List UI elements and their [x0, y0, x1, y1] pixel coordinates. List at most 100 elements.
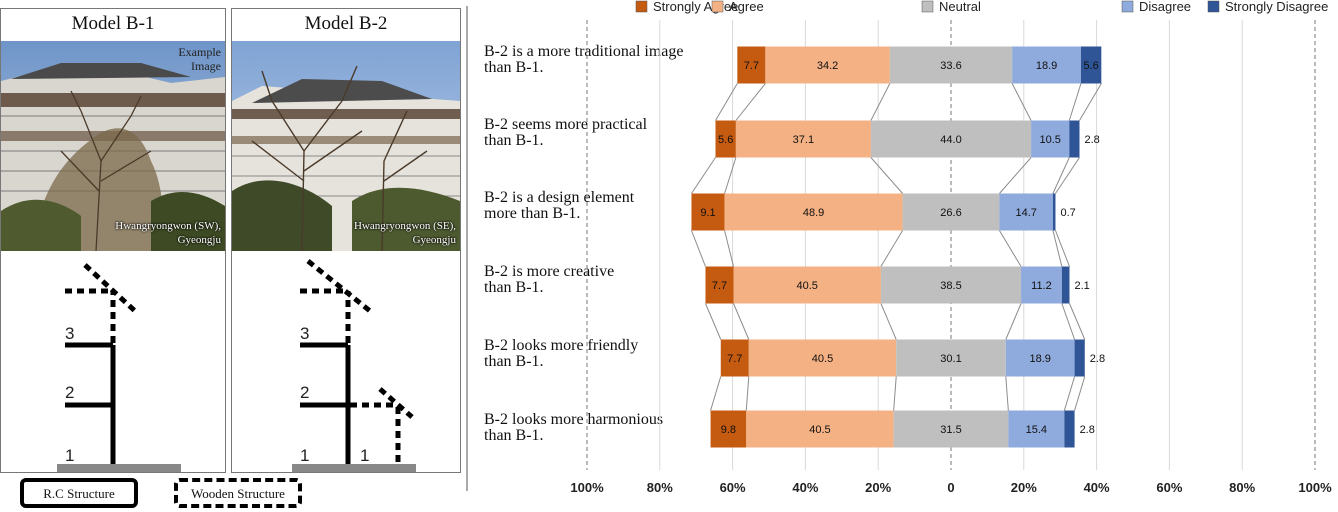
model-b2-photo: Hwangryongwon (SE), Gyeongju — [232, 41, 460, 251]
legend-label: Disagree — [1139, 0, 1191, 14]
data-label: 7.7 — [744, 60, 759, 72]
x-tick-label: 20% — [1011, 480, 1037, 495]
model-b1-photo: Example Image Hwangryongwon (SW), Gyeong… — [1, 41, 225, 251]
bar-connector — [1074, 376, 1086, 411]
model-b2-structure-diagram: 3 2 1 1 — [292, 259, 416, 472]
question-label-line: than B-1. — [484, 279, 544, 296]
question-label-line: B-2 is more creative — [484, 263, 615, 280]
bar-segment — [1064, 410, 1075, 448]
model-b1-location-line2: Gyeongju — [177, 234, 221, 246]
bar-connector — [998, 230, 1022, 267]
data-label: 33.6 — [940, 60, 961, 72]
bar-connector — [1052, 230, 1063, 267]
question-label: B-2 is more creative than B-1. — [484, 264, 734, 296]
bar-connector — [1061, 303, 1076, 340]
data-label: 5.6 — [1083, 60, 1098, 72]
x-tick-label: 80% — [1229, 480, 1255, 495]
model-b2-panel: Model B-2 Hwangryong — [231, 8, 461, 473]
model-b1-floor-3: 3 — [65, 324, 74, 343]
data-label: 40.5 — [809, 424, 830, 436]
x-tick-label: 40% — [792, 480, 818, 495]
question-label-line: B-2 is a more traditional image — [484, 43, 684, 60]
bar-connector — [705, 303, 722, 340]
bar-segment — [1005, 339, 1075, 377]
data-label: 9.8 — [721, 424, 736, 436]
question-label: B-2 is a design element more than B-1. — [484, 190, 734, 222]
model-b2-location-line1: Hwangryongwon (SE), — [353, 220, 456, 232]
data-label: 0.7 — [1060, 207, 1075, 219]
bar-segment — [691, 193, 725, 231]
bar-segment — [765, 46, 890, 84]
data-label: 10.5 — [1039, 134, 1060, 146]
model-b1-title: Model B-1 — [71, 13, 155, 34]
model-b2-floor-1: 1 — [300, 446, 309, 465]
legend-swatch — [1121, 0, 1134, 13]
bar-segment — [1008, 410, 1065, 448]
data-label: 40.5 — [812, 353, 833, 365]
question-label-line: B-2 is a design element — [484, 189, 635, 206]
model-b1-photo-caption: Example Image — [178, 45, 221, 73]
bar-connector — [880, 303, 897, 340]
bar-connector — [1069, 303, 1086, 340]
bar-segment — [705, 266, 734, 304]
data-label: 2.1 — [1074, 280, 1089, 292]
data-label: 2.8 — [1080, 424, 1095, 436]
model-b1-panel: Model B-1 Exa — [0, 8, 226, 473]
bar-connector — [893, 376, 897, 411]
data-label: 31.5 — [940, 424, 961, 436]
data-label: 18.9 — [1029, 353, 1050, 365]
x-tick-label: 40% — [1084, 480, 1110, 495]
question-label: B-2 is a more traditional image than B-1. — [484, 44, 734, 76]
bar-segment — [1012, 46, 1081, 84]
legend-wooden-label: Wooden Structure — [191, 486, 285, 501]
model-b1-location-line1: Hwangryongwon (SW), — [115, 220, 221, 232]
bar-connector — [870, 157, 903, 194]
likert-chart: 100% 80% 60% 40% 20% 0 20% 40% 60% 80% 100% Strongl… — [570, 0, 1332, 495]
bar-connector — [1055, 230, 1070, 267]
x-tick-label: 60% — [720, 480, 746, 495]
bar-segment — [746, 410, 894, 448]
question-label-line: more than B-1. — [484, 205, 581, 222]
model-b2-floor-1-wooden: 1 — [360, 446, 369, 465]
legend-rc-label: R.C Structure — [43, 486, 115, 501]
bar-connector — [724, 157, 737, 194]
bar-segment — [902, 193, 1000, 231]
question-label-line: than B-1. — [484, 427, 544, 444]
question-label: B-2 seems more practical than B-1. — [484, 117, 734, 149]
bar-connector — [870, 83, 891, 121]
bar-segment — [1021, 266, 1062, 304]
bar-connector — [724, 230, 734, 267]
model-b2-title: Model B-2 — [304, 13, 388, 34]
legend-wooden-structure: Wooden Structure — [174, 478, 302, 508]
bar-connector — [745, 376, 750, 411]
data-label: 18.9 — [1036, 60, 1057, 72]
legend-rc-structure: R.C Structure — [20, 478, 138, 508]
bar-segment — [720, 339, 749, 377]
data-label: 14.7 — [1015, 207, 1036, 219]
question-label-line: than B-1. — [484, 132, 544, 149]
data-label: 37.1 — [793, 134, 814, 146]
bar-segment — [870, 120, 1032, 158]
bar-segment — [896, 339, 1006, 377]
model-b2-floor-2: 2 — [300, 383, 309, 402]
legend-label: Strongly Disagree — [1225, 0, 1328, 14]
bar-connector — [999, 157, 1032, 194]
bar-segment — [889, 46, 1013, 84]
x-tick-label: 0 — [947, 480, 954, 495]
bar-connector — [1052, 157, 1070, 194]
question-label-line: than B-1. — [484, 353, 544, 370]
question-label: B-2 looks more harmonious than B-1. — [484, 412, 734, 444]
question-label-line: B-2 looks more friendly — [484, 337, 639, 354]
question-label: B-2 looks more friendly than B-1. — [484, 338, 734, 370]
data-label: 15.4 — [1026, 424, 1047, 436]
model-b1-structure-diagram: 3 2 1 — [57, 263, 181, 472]
bar-connector — [735, 83, 766, 121]
panel-divider — [466, 6, 468, 491]
bar-connector — [1063, 376, 1076, 411]
data-label: 2.8 — [1090, 353, 1105, 365]
legend-swatch — [921, 0, 934, 13]
bar-segment — [724, 193, 903, 231]
bar-connector — [880, 230, 904, 267]
bar-connector — [1079, 83, 1102, 121]
bar-segment — [733, 266, 881, 304]
